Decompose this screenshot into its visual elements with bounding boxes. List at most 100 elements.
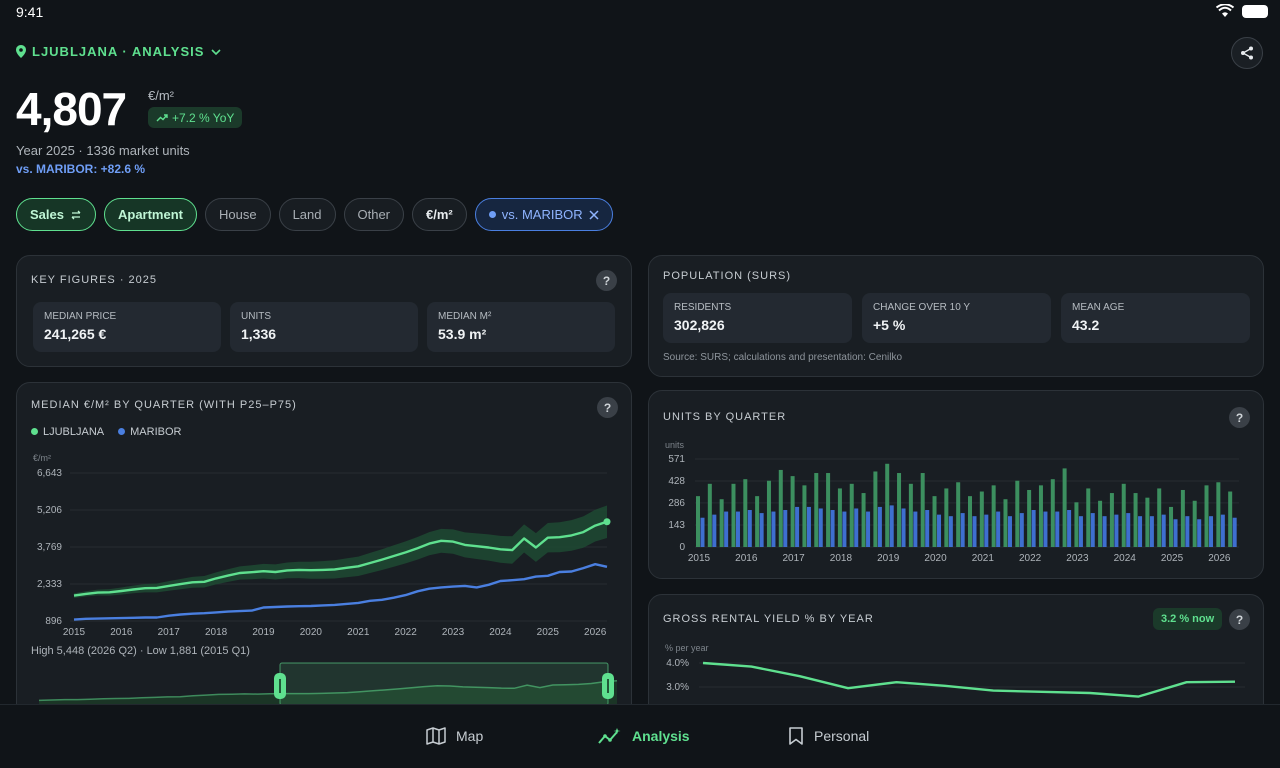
bar-maribor	[1043, 511, 1048, 547]
bar-ljubljana	[1216, 482, 1221, 547]
chip-sales[interactable]: Sales	[16, 198, 96, 231]
bar-ljubljana	[696, 496, 700, 547]
battery-icon	[1242, 4, 1268, 18]
bar-ljubljana	[755, 496, 760, 547]
bar-maribor	[854, 508, 859, 547]
bottom-nav: Map Analysis Personal	[0, 704, 1280, 768]
x-tick-label: 2017	[158, 627, 181, 638]
bar-maribor	[818, 508, 823, 547]
chip-house[interactable]: House	[205, 198, 271, 231]
median-chart-title: MEDIAN €/M² BY QUARTER (WITH P25–P75)	[31, 399, 297, 411]
mean-age-tile: MEAN AGE 43.2	[1061, 293, 1250, 343]
x-tick-label: 2024	[1114, 553, 1137, 564]
residents-tile: RESIDENTS 302,826	[663, 293, 852, 343]
brush-window	[279, 662, 609, 705]
bar-ljubljana	[979, 491, 984, 547]
chip-other-label: Other	[357, 207, 391, 222]
bar-ljubljana	[814, 473, 819, 547]
chip-apartment[interactable]: Apartment	[103, 198, 197, 231]
share-icon	[1241, 46, 1253, 60]
bar-maribor	[984, 514, 989, 547]
bar-maribor	[795, 506, 800, 547]
bar-maribor	[735, 511, 740, 547]
series-line-maribor	[73, 563, 608, 621]
location-label: LJUBLJANA · ANALYSIS	[32, 44, 205, 59]
chip-sales-label: Sales	[30, 207, 64, 222]
year-subtitle: Year 2025 · 1336 market units	[16, 143, 190, 158]
close-icon[interactable]	[589, 209, 599, 220]
median-price-value: 4,807	[16, 83, 127, 135]
y-tick-label: 143	[668, 520, 685, 531]
tile-value: 1,336	[241, 326, 277, 342]
x-tick-label: 2015	[688, 553, 711, 564]
bar-maribor	[1102, 516, 1107, 547]
y-tick-label: 6,643	[37, 468, 62, 479]
bar-maribor	[1138, 516, 1143, 547]
bar-ljubljana	[837, 488, 842, 547]
chip-other[interactable]: Other	[343, 198, 405, 231]
bar-maribor	[1090, 513, 1095, 547]
brush-line	[38, 679, 618, 702]
x-tick-label: 2022	[1019, 553, 1042, 564]
bar-ljubljana	[1086, 488, 1091, 547]
x-tick-label: 2019	[252, 627, 275, 638]
yield-now-badge: 3.2 % now	[1153, 608, 1223, 630]
y-tick-label: 4.0%	[666, 658, 689, 669]
bar-maribor	[972, 516, 977, 547]
chip-land[interactable]: Land	[278, 198, 336, 231]
range-brush[interactable]	[17, 661, 633, 705]
chip-price-per-m2[interactable]: €/m²	[412, 198, 467, 231]
nav-map[interactable]: Map	[426, 727, 483, 745]
bar-ljubljana	[707, 483, 712, 547]
analytics-icon	[598, 728, 621, 744]
bar-maribor	[747, 510, 752, 547]
tile-label: RESIDENTS	[674, 302, 732, 313]
chip-compare-label: vs. MARIBOR	[501, 207, 583, 222]
status-icons	[1216, 4, 1268, 18]
help-icon[interactable]: ?	[596, 270, 617, 291]
bar-ljubljana	[944, 488, 949, 547]
bar-ljubljana	[1062, 468, 1067, 547]
location-selector[interactable]: LJUBLJANA · ANALYSIS	[16, 44, 222, 59]
help-icon[interactable]: ?	[1229, 407, 1250, 428]
bar-maribor	[1161, 514, 1166, 547]
map-icon	[426, 727, 446, 745]
wifi-icon	[1216, 4, 1234, 17]
legend-label: MARIBOR	[130, 426, 182, 438]
bar-ljubljana	[719, 499, 724, 547]
help-icon[interactable]: ?	[1229, 609, 1250, 630]
bar-maribor	[1149, 516, 1154, 547]
bar-ljubljana	[1050, 479, 1055, 547]
bar-ljubljana	[861, 493, 866, 547]
yoy-label: +7.2 % YoY	[172, 110, 235, 125]
bar-maribor	[925, 510, 930, 547]
help-icon[interactable]: ?	[597, 397, 618, 418]
bar-maribor	[913, 511, 918, 547]
bar-maribor	[1031, 510, 1036, 547]
bar-maribor	[1197, 519, 1202, 547]
x-tick-label: 2020	[924, 553, 947, 564]
bar-ljubljana	[1098, 500, 1103, 547]
bar-ljubljana	[1157, 488, 1162, 547]
x-tick-label: 2021	[972, 553, 995, 564]
bar-maribor	[1126, 513, 1131, 547]
bar-maribor	[842, 511, 847, 547]
bar-maribor	[771, 511, 776, 547]
nav-personal[interactable]: Personal	[788, 727, 869, 745]
bar-ljubljana	[1192, 500, 1197, 547]
bar-ljubljana	[802, 485, 807, 547]
bar-maribor	[830, 510, 835, 547]
x-tick-label: 2016	[110, 627, 133, 638]
bar-maribor	[960, 513, 965, 547]
bar-maribor	[806, 506, 811, 547]
nav-analysis[interactable]: Analysis	[598, 727, 690, 745]
share-button[interactable]	[1231, 37, 1263, 69]
bar-ljubljana	[968, 496, 972, 547]
chip-compare-maribor[interactable]: vs. MARIBOR	[474, 198, 613, 231]
bar-ljubljana	[920, 473, 925, 547]
bar-ljubljana	[991, 485, 996, 547]
bar-ljubljana	[1038, 485, 1043, 547]
units-chart-card: UNITS BY QUARTER ? units 0 143 286 428 571 201…	[648, 390, 1264, 579]
last-point-marker	[603, 518, 611, 526]
nav-map-label: Map	[456, 728, 484, 744]
